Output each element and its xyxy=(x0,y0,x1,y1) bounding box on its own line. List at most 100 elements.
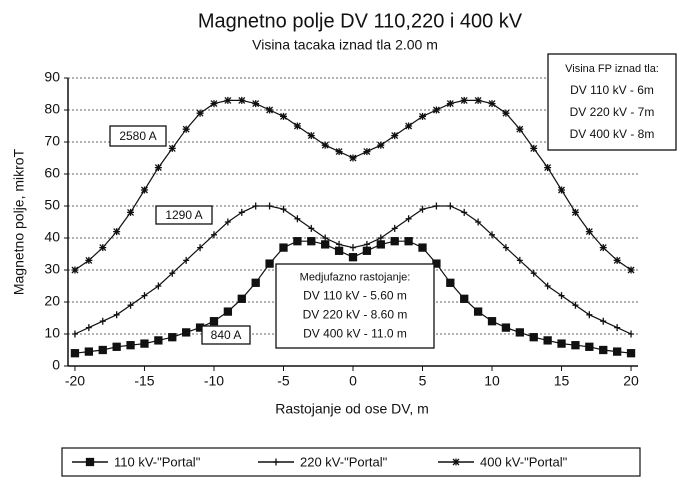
marker xyxy=(612,347,622,356)
marker xyxy=(85,256,93,264)
marker xyxy=(71,330,78,338)
info-line: DV 110 kV - 5.60 m xyxy=(303,289,407,303)
marker xyxy=(473,307,483,316)
x-tick-label: 10 xyxy=(484,373,500,389)
marker xyxy=(252,100,260,108)
marker xyxy=(572,301,579,309)
marker xyxy=(405,215,412,223)
marker xyxy=(322,234,329,242)
marker xyxy=(85,324,92,332)
y-tick-label: 20 xyxy=(44,293,60,309)
marker xyxy=(488,100,496,108)
x-axis-label: Rastojanje od ose DV, m xyxy=(275,401,429,417)
info-box xyxy=(275,263,435,349)
info-line: Visina FP iznad tla: xyxy=(565,63,659,75)
x-tick-label: 5 xyxy=(419,373,427,389)
x-tick-label: -20 xyxy=(65,373,85,389)
marker xyxy=(71,266,79,274)
marker xyxy=(251,278,260,287)
marker xyxy=(474,96,482,104)
marker xyxy=(627,266,635,274)
marker xyxy=(487,317,497,326)
marker xyxy=(571,208,579,216)
marker xyxy=(224,218,231,226)
marker xyxy=(626,349,636,358)
x-tick-label: -10 xyxy=(204,373,224,389)
marker xyxy=(529,333,538,342)
marker xyxy=(516,256,523,264)
legend-label: 220 kV-"Portal" xyxy=(300,454,388,469)
marker xyxy=(362,246,372,255)
marker xyxy=(571,341,580,350)
marker xyxy=(98,345,107,355)
info-line: DV 400 kV - 11.0 m xyxy=(303,327,407,341)
annotation-box xyxy=(109,125,167,147)
marker xyxy=(585,228,593,236)
marker xyxy=(363,148,371,156)
marker xyxy=(530,269,537,277)
marker xyxy=(460,96,468,104)
marker xyxy=(238,208,245,216)
marker xyxy=(85,457,95,467)
marker xyxy=(126,341,135,350)
marker xyxy=(599,345,608,355)
marker xyxy=(308,224,315,232)
marker xyxy=(363,240,370,248)
marker xyxy=(237,294,246,303)
marker xyxy=(113,311,120,319)
info-line: DV 110 kV - 6m xyxy=(570,83,654,97)
marker xyxy=(154,164,162,172)
marker xyxy=(112,342,121,351)
legend-label: 400 kV-"Portal" xyxy=(480,454,568,469)
marker xyxy=(140,339,149,348)
marker xyxy=(391,132,399,140)
marker xyxy=(113,228,121,236)
marker xyxy=(557,339,566,348)
marker xyxy=(210,100,218,108)
marker xyxy=(543,336,552,345)
marker xyxy=(544,164,552,172)
marker xyxy=(461,208,468,216)
x-tick-label: 15 xyxy=(554,373,570,389)
info-line: DV 400 kV - 8m xyxy=(570,127,655,141)
x-tick-label: -15 xyxy=(134,373,154,389)
marker xyxy=(168,144,176,152)
marker xyxy=(127,208,135,216)
marker xyxy=(252,202,259,210)
marker xyxy=(460,294,469,303)
marker xyxy=(279,112,287,120)
marker xyxy=(418,243,427,252)
marker xyxy=(169,269,176,277)
marker xyxy=(336,240,343,248)
marker xyxy=(265,259,274,268)
marker xyxy=(168,333,177,342)
marker xyxy=(377,234,384,242)
marker xyxy=(377,141,385,149)
marker xyxy=(475,218,482,226)
marker xyxy=(447,202,454,210)
marker xyxy=(446,278,455,287)
marker xyxy=(127,301,134,309)
x-tick-label: -5 xyxy=(277,373,290,389)
marker xyxy=(349,154,357,162)
marker xyxy=(294,215,301,223)
marker xyxy=(614,324,621,332)
marker xyxy=(501,323,511,332)
chart-subtitle: Visina tacaka iznad tla 2.00 m xyxy=(252,37,438,53)
marker xyxy=(502,244,509,252)
marker xyxy=(558,186,566,194)
marker xyxy=(140,186,148,194)
y-tick-label: 90 xyxy=(44,69,60,85)
y-tick-label: 0 xyxy=(52,357,60,373)
marker xyxy=(224,96,232,104)
marker xyxy=(210,231,217,239)
marker xyxy=(419,205,426,213)
chart-title: Magnetno polje DV 110,220 i 400 kV xyxy=(198,10,523,32)
marker xyxy=(446,100,454,108)
marker xyxy=(141,292,148,300)
marker xyxy=(419,112,427,120)
marker xyxy=(516,125,524,133)
y-tick-label: 70 xyxy=(44,133,60,149)
marker xyxy=(307,237,316,246)
